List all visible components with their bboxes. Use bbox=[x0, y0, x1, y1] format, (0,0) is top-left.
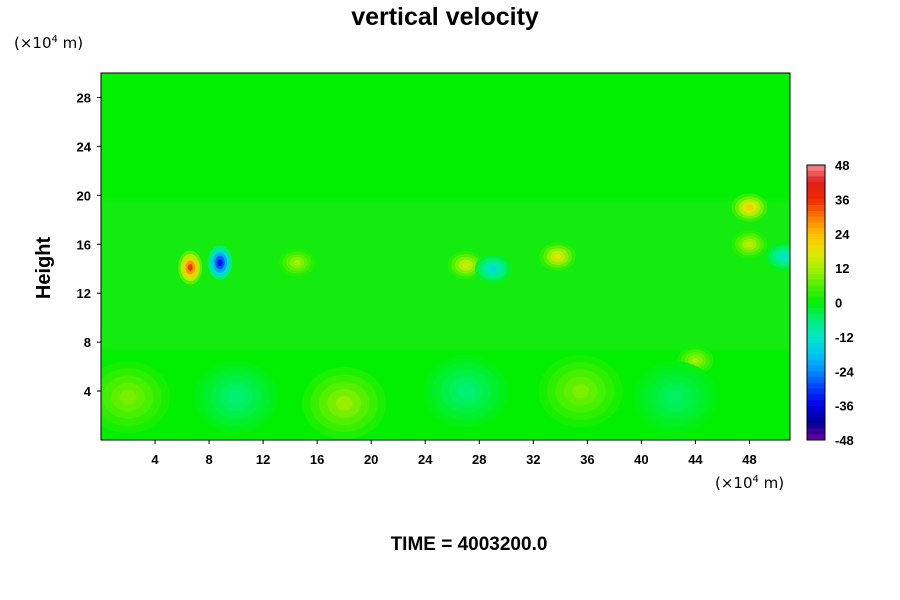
colorbar-band bbox=[807, 297, 825, 303]
colorbar-band bbox=[807, 400, 825, 406]
velocity-feature bbox=[765, 243, 801, 271]
x-tick-label: 48 bbox=[742, 452, 756, 467]
y-tick-label: 16 bbox=[77, 237, 91, 252]
x-tick-label: 24 bbox=[418, 452, 433, 467]
x-unit-label: (×104 m) bbox=[715, 474, 784, 492]
x-tick-label: 32 bbox=[526, 452, 540, 467]
velocity-feature bbox=[732, 194, 768, 222]
colorbar-tick-label: 12 bbox=[835, 261, 849, 276]
turbulent-band bbox=[101, 200, 790, 350]
y-tick-label: 4 bbox=[84, 384, 92, 399]
velocity-feature bbox=[194, 361, 278, 433]
colorbar-band bbox=[807, 308, 825, 314]
y-tick-label: 24 bbox=[77, 139, 92, 154]
colorbar-band bbox=[807, 228, 825, 234]
chart-title: vertical velocity bbox=[351, 3, 539, 31]
colorbar-band bbox=[807, 234, 825, 240]
colorbar-band bbox=[807, 406, 825, 412]
x-tick-label: 28 bbox=[472, 452, 486, 467]
colorbar-band bbox=[807, 331, 825, 337]
velocity-feature bbox=[475, 255, 511, 283]
y-tick-label: 20 bbox=[77, 188, 91, 203]
colorbar-band bbox=[807, 165, 825, 171]
colorbar-band bbox=[807, 388, 825, 394]
colorbar-band bbox=[807, 377, 825, 383]
colorbar-band bbox=[807, 222, 825, 228]
x-tick-label: 44 bbox=[688, 452, 703, 467]
y-tick-label: 28 bbox=[77, 90, 91, 105]
colorbar-band bbox=[807, 205, 825, 211]
colorbar-band bbox=[807, 423, 825, 429]
colorbar-band bbox=[807, 434, 825, 440]
velocity-feature bbox=[86, 361, 170, 433]
colorbar-band bbox=[807, 268, 825, 274]
velocity-feature bbox=[302, 367, 386, 439]
colorbar-band bbox=[807, 285, 825, 291]
colorbar-band bbox=[807, 291, 825, 297]
plot-area bbox=[86, 73, 801, 440]
y-axis-label: Height bbox=[33, 237, 55, 300]
colorbar-band bbox=[807, 182, 825, 188]
colorbar-band bbox=[807, 171, 825, 177]
colorbar-band bbox=[807, 262, 825, 268]
colorbar-band bbox=[807, 366, 825, 372]
colorbar-band bbox=[807, 217, 825, 223]
colorbar-band bbox=[807, 320, 825, 326]
velocity-feature bbox=[279, 249, 315, 277]
colorbar-band bbox=[807, 194, 825, 200]
y-tick-label: 12 bbox=[77, 286, 91, 301]
colorbar-band bbox=[807, 429, 825, 435]
colorbar-band bbox=[807, 394, 825, 400]
colorbar-band bbox=[807, 417, 825, 423]
x-tick-label: 12 bbox=[256, 452, 270, 467]
colorbar-tick-label: 36 bbox=[835, 192, 849, 207]
colorbar-tick-label: -12 bbox=[835, 330, 854, 345]
x-tick-label: 8 bbox=[205, 452, 212, 467]
colorbar-tick-label: 24 bbox=[835, 227, 850, 242]
colorbar-band bbox=[807, 280, 825, 286]
colorbar-band bbox=[807, 411, 825, 417]
colorbar-band bbox=[807, 337, 825, 343]
colorbar-band bbox=[807, 325, 825, 331]
velocity-feature bbox=[540, 243, 576, 271]
colorbar-tick-label: 48 bbox=[835, 158, 849, 173]
velocity-feature bbox=[732, 230, 768, 258]
colorbar-band bbox=[807, 371, 825, 377]
colorbar-band bbox=[807, 354, 825, 360]
colorbar-tick-label: 0 bbox=[835, 296, 842, 311]
colorbar-band bbox=[807, 199, 825, 205]
colorbar-band bbox=[807, 360, 825, 366]
colorbar-band bbox=[807, 211, 825, 217]
velocity-feature bbox=[539, 355, 623, 427]
time-label: TIME = 4003200.0 bbox=[391, 534, 548, 555]
colorbar-band bbox=[807, 245, 825, 251]
velocity-feature bbox=[424, 355, 508, 427]
y-unit-label: (×104 m) bbox=[14, 34, 83, 52]
x-tick-label: 20 bbox=[364, 452, 378, 467]
x-tick-label: 16 bbox=[310, 452, 324, 467]
colorbar-band bbox=[807, 176, 825, 182]
colorbar-band bbox=[807, 383, 825, 389]
colorbar-band bbox=[807, 314, 825, 320]
colorbar bbox=[807, 165, 825, 440]
velocity-feature bbox=[633, 361, 717, 433]
colorbar-band bbox=[807, 257, 825, 263]
colorbar-tick-label: -48 bbox=[835, 433, 854, 448]
colorbar-band bbox=[807, 239, 825, 245]
colorbar-band bbox=[807, 274, 825, 280]
colorbar-band bbox=[807, 188, 825, 194]
y-tick-label: 8 bbox=[84, 335, 91, 350]
colorbar-band bbox=[807, 348, 825, 354]
velocity-feature bbox=[208, 246, 232, 280]
colorbar-band bbox=[807, 251, 825, 257]
x-tick-label: 4 bbox=[151, 452, 159, 467]
colorbar-band bbox=[807, 303, 825, 309]
colorbar-band bbox=[807, 343, 825, 349]
x-tick-label: 36 bbox=[580, 452, 594, 467]
colorbar-tick-label: -36 bbox=[835, 399, 854, 414]
velocity-feature bbox=[178, 251, 202, 285]
x-tick-label: 40 bbox=[634, 452, 648, 467]
colorbar-tick-label: -24 bbox=[835, 364, 855, 379]
